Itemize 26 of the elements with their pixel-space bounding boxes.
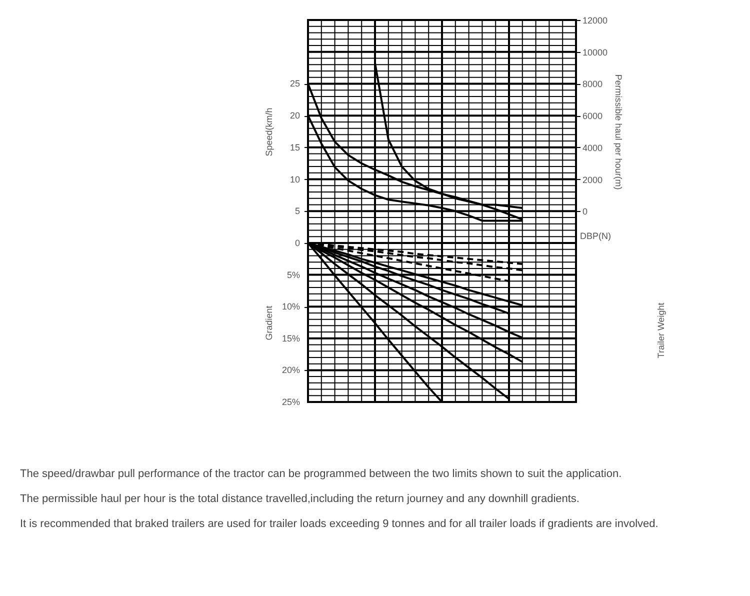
y-axis-title: Speed(km/h [264,108,274,156]
y-tick-label: 25% [282,397,300,407]
y-tick-label: 10% [282,302,300,312]
y2-tick-label: 2000 [582,174,603,185]
y-tick-label: 25 [290,78,300,89]
y-tick-label: 10 [290,174,300,184]
text: The permissible haul per hour is the total distance travelled,including the return journey and any downhill gradients. [20,493,580,507]
y2-axis-title: Permissible haul per hour(m) [614,74,624,190]
y-tick-label: 20% [282,365,300,376]
y2-tick-label: 6000 [582,111,603,122]
y-tick-label: 0 [294,238,300,248]
y2-tick-label: 12000 [582,16,608,26]
y-tick-label: 5% [286,270,300,280]
y2-tick-label: 10000 [582,47,608,58]
y2-tick-label: 8000 [582,79,603,90]
x-axis-title: DBP(N) [580,231,611,241]
y-tick-label: 15 [290,142,300,152]
y2-axis-title: Trailer Weight [656,302,666,358]
y2-tick-label: 0 [582,206,588,217]
y-tick-label: 15% [282,333,300,344]
y-tick-label: 20 [290,110,300,121]
text: The speed/drawbar pull performance of the tractor can be programmed between the two limits shown to suit the application. [20,468,623,482]
y-axis-title: Gradient [264,305,274,340]
y-tick-label: 5 [294,206,300,216]
text: It is recommended that braked trailers are used for trailer loads exceeding 9 tonnes and for all trailer loads if gradients are involved. [20,518,658,532]
y2-tick-label: 4000 [582,142,603,153]
